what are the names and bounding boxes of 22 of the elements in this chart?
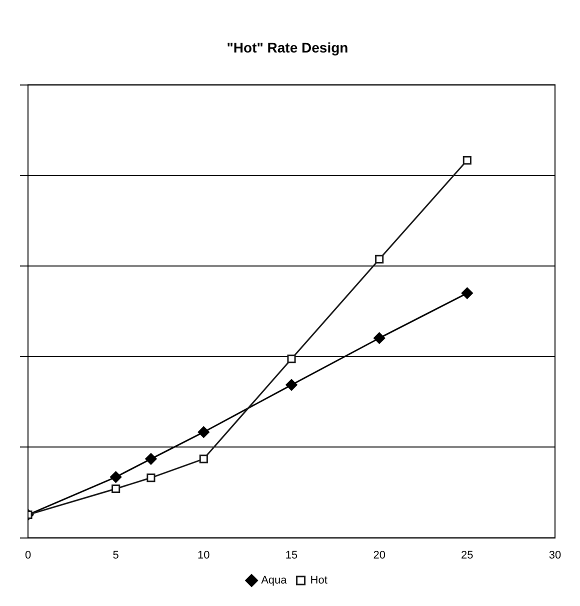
x-tick-label: 15: [285, 549, 298, 562]
x-tick-label: 20: [373, 549, 386, 562]
x-tick-label: 25: [461, 549, 474, 562]
x-tick-label: 30: [548, 549, 562, 562]
x-tick-label: 5: [112, 549, 119, 562]
point: [287, 354, 296, 364]
point: [286, 379, 298, 391]
point: [110, 471, 122, 483]
point: [146, 473, 156, 482]
point: [198, 426, 210, 438]
legend-label: Aqua: [261, 574, 288, 587]
point: [199, 454, 208, 464]
point: [461, 287, 473, 299]
point: [375, 254, 384, 264]
point: [112, 484, 120, 494]
point: [374, 332, 386, 344]
legend-label: Hot: [310, 574, 328, 587]
point: [462, 156, 472, 165]
chart-title: "Hot" Rate Design: [226, 39, 348, 56]
point: [145, 453, 157, 465]
x-tick-label: 0: [24, 549, 32, 562]
x-tick-label: 10: [198, 549, 210, 562]
